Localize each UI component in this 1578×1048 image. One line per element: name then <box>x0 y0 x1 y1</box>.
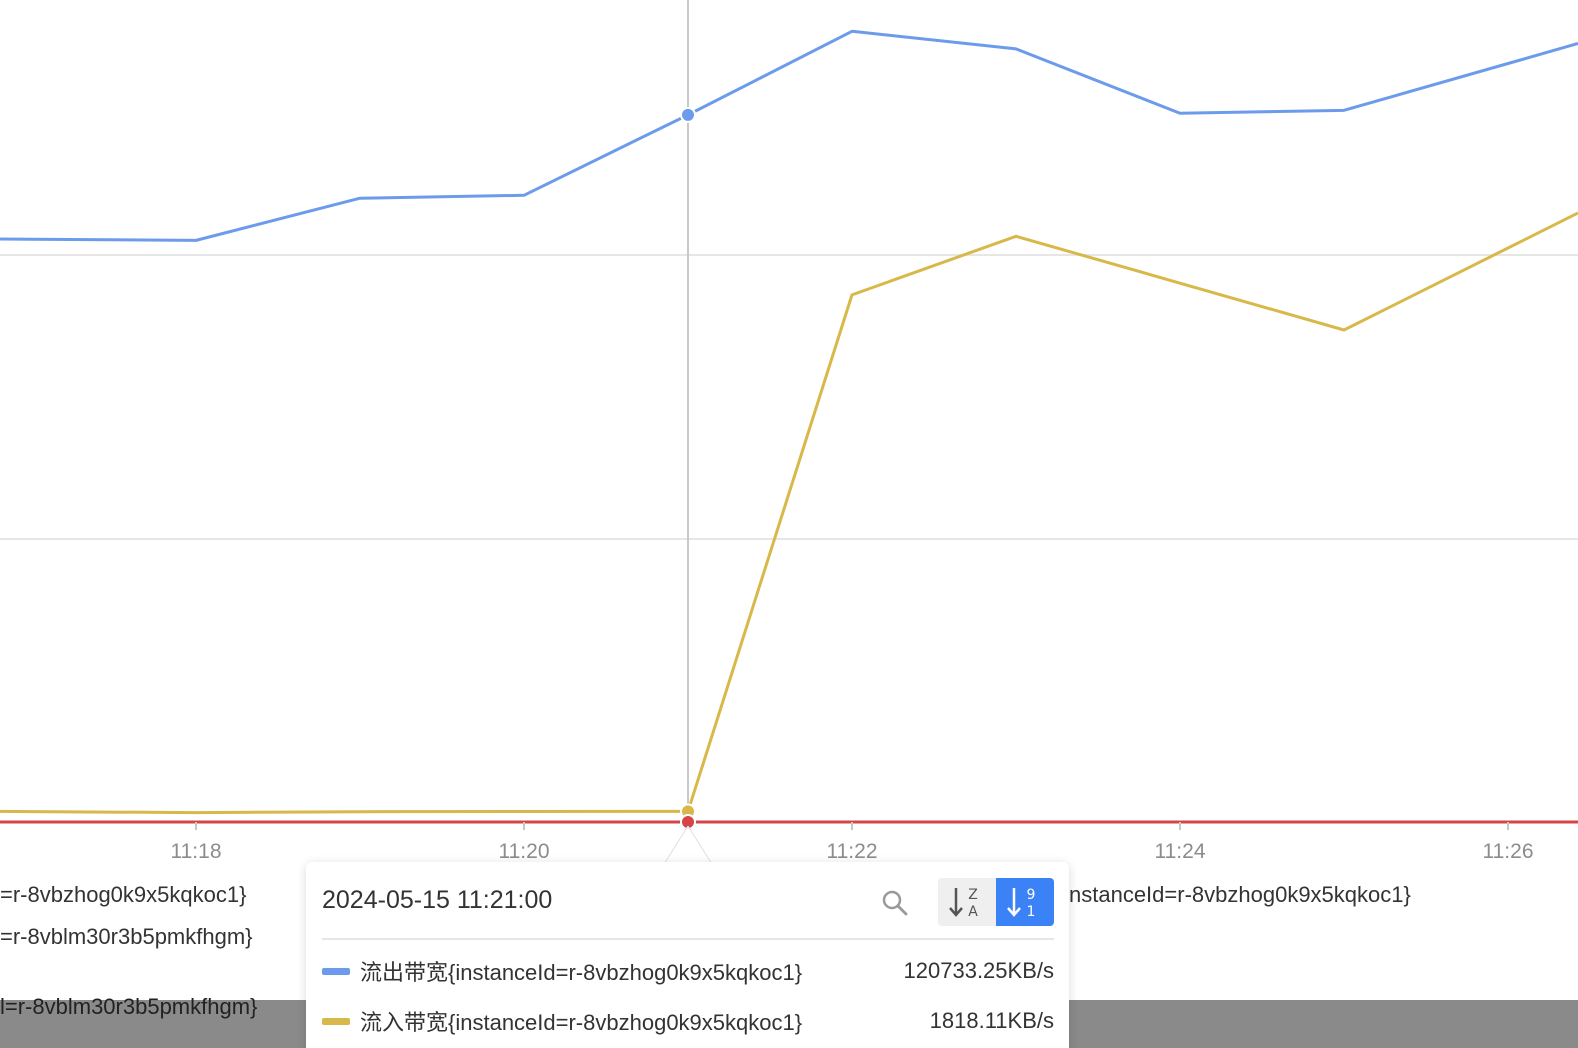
series-lines <box>0 29 1578 824</box>
legend-item-redis-other[interactable]: =r-8vblm30r3b5pmkfhgm} <box>0 924 253 949</box>
sort-numeric-desc-icon[interactable]: 9 1 <box>996 878 1054 926</box>
series-line-0 <box>0 29 1578 242</box>
x-tick-label: 11:20 <box>499 840 550 863</box>
tooltip-row-value: 1818.11KB/s <box>929 1008 1054 1033</box>
hover-points <box>680 106 696 830</box>
x-tick-label: 11:24 <box>1155 840 1206 863</box>
svg-text:9: 9 <box>1027 887 1036 903</box>
tooltip: 2024-05-15 11:21:00 Z A 9 <box>306 862 1069 1048</box>
x-tick-label: 11:26 <box>1483 840 1534 863</box>
x-tick-label: 11:18 <box>171 840 222 863</box>
svg-text:1: 1 <box>1027 904 1036 920</box>
x-axis: 11:18 11:20 11:22 11:24 11:26 <box>171 822 1534 863</box>
tooltip-divider <box>322 938 1054 940</box>
grid-lines <box>0 254 1578 540</box>
tooltip-row-name: 流出带宽{instanceId=r-8vbzhog0k9x5kqkoc1} <box>360 960 803 985</box>
hover-point-0 <box>680 106 696 123</box>
tooltip-pointer <box>664 826 712 864</box>
svg-text:Z: Z <box>968 887 978 903</box>
series-line-1 <box>0 211 1578 815</box>
x-tick-label: 11:22 <box>827 840 878 863</box>
tooltip-row-outbound: 流出带宽{instanceId=r-8vbzhog0k9x5kqkoc1} 12… <box>322 956 1054 986</box>
legend-item-inbound[interactable]: nstanceId=r-8vbzhog0k9x5kqkoc1} <box>1069 882 1411 907</box>
tooltip-time: 2024-05-15 11:21:00 <box>322 886 553 914</box>
search-icon[interactable] <box>880 888 910 918</box>
tooltip-row-value: 120733.25KB/s <box>903 958 1054 983</box>
sort-alpha-desc-icon[interactable]: Z A <box>938 878 996 926</box>
svg-text:A: A <box>968 904 978 920</box>
sort-toggle-group: Z A 9 1 <box>938 878 1054 926</box>
tooltip-row-inbound: 流入带宽{instanceId=r-8vbzhog0k9x5kqkoc1} 18… <box>322 1006 1054 1036</box>
series-swatch <box>322 967 350 975</box>
tooltip-row-name: 流入带宽{instanceId=r-8vbzhog0k9x5kqkoc1} <box>360 1010 803 1035</box>
legend-item-redis-other-2[interactable]: l=r-8vblm30r3b5pmkfhgm} <box>0 994 258 1019</box>
legend-item-outbound[interactable]: =r-8vbzhog0k9x5kqkoc1} <box>0 882 247 907</box>
series-swatch <box>322 1017 350 1025</box>
